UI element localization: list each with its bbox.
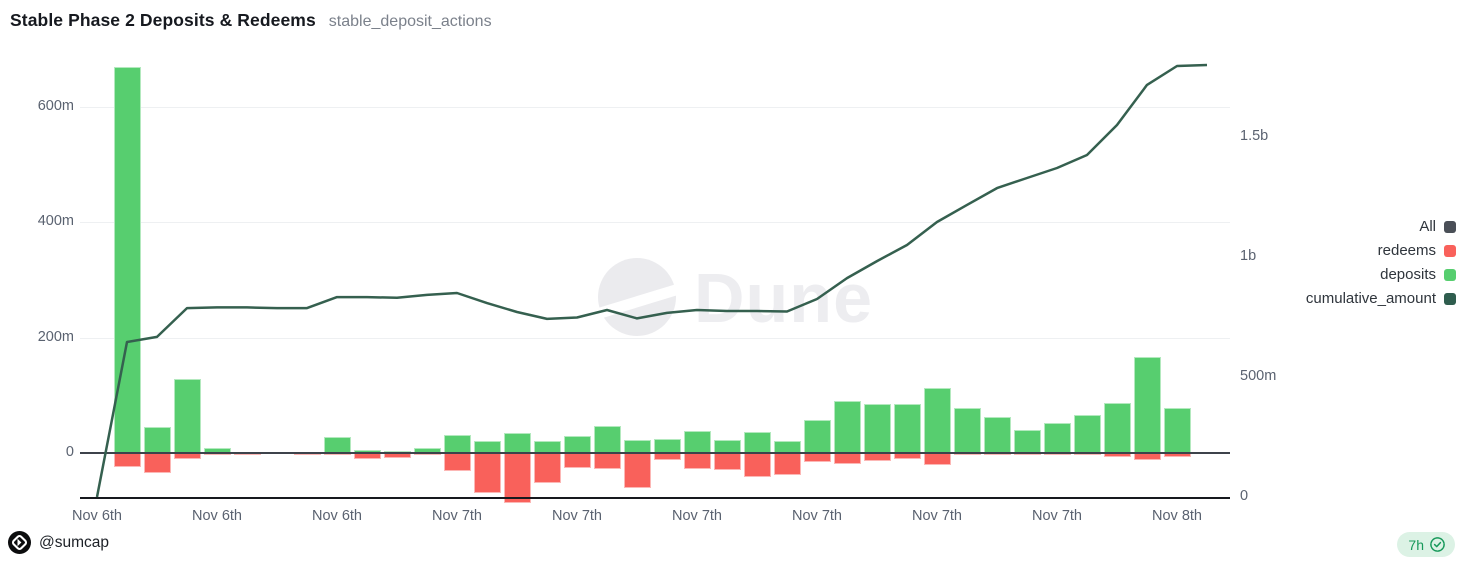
- verified-check-icon: [1430, 537, 1445, 552]
- deposit-bar[interactable]: [1103, 402, 1131, 453]
- deposit-bar[interactable]: [863, 403, 891, 453]
- cumulative-amount-line[interactable]: [95, 63, 1208, 498]
- x-axis-tick: Nov 7th: [552, 508, 602, 524]
- legend-item-cumulative-amount[interactable]: cumulative_amount: [1306, 290, 1456, 307]
- right-axis-tick-0: 0: [1240, 488, 1249, 504]
- bar-zero-line: [80, 452, 1230, 454]
- legend-label: cumulative_amount: [1305, 290, 1436, 307]
- deposit-bar[interactable]: [833, 401, 861, 453]
- x-axis-tick: Nov 6th: [192, 508, 242, 524]
- deposit-bar[interactable]: [983, 416, 1011, 453]
- legend-item-all[interactable]: All: [1419, 218, 1456, 235]
- deposit-bar[interactable]: [1043, 423, 1071, 453]
- right-axis-tick-500m: 500m: [1240, 368, 1277, 384]
- gridline-600m: [80, 107, 1230, 108]
- query-name-link[interactable]: stable_deposit_actions: [328, 13, 492, 30]
- redeem-bar[interactable]: [503, 453, 531, 503]
- x-axis-tick: Nov 7th: [432, 508, 482, 524]
- x-axis-tick: Nov 7th: [1032, 508, 1082, 524]
- legend-swatch-icon: [1444, 244, 1456, 257]
- left-axis-tick-400m: 400m: [37, 213, 74, 230]
- redeem-bar[interactable]: [623, 453, 651, 489]
- right-axis-tick-1b: 1b: [1240, 248, 1257, 264]
- legend-swatch-icon: [1444, 220, 1456, 233]
- author-handle[interactable]: @sumcap: [39, 533, 110, 551]
- chart-title: Stable Phase 2 Deposits & Redeems: [10, 10, 316, 30]
- x-axis-tick: Nov 8th: [1152, 508, 1202, 524]
- legend-item-redeems[interactable]: redeems: [1378, 242, 1456, 259]
- x-axis-tick: Nov 6th: [312, 508, 362, 524]
- legend-item-deposits[interactable]: deposits: [1380, 266, 1456, 283]
- chart-header: Stable Phase 2 Deposits & Redeems stable…: [10, 10, 492, 31]
- deposit-bar[interactable]: [143, 427, 171, 453]
- gridline-400m: [80, 222, 1230, 224]
- legend-label: All: [1419, 218, 1436, 235]
- left-axis-tick-600m: 600m: [37, 98, 74, 114]
- sumcap-logo-icon: [8, 531, 31, 554]
- left-axis-tick-0: 0: [65, 444, 74, 460]
- legend-label: deposits: [1380, 266, 1436, 283]
- freshness-age: 7h: [1408, 536, 1424, 553]
- deposit-bar[interactable]: [803, 420, 831, 453]
- legend-swatch-icon: [1444, 268, 1456, 281]
- legend-label: redeems: [1377, 242, 1436, 259]
- right-axis-tick-1.5b: 1.5b: [1240, 128, 1269, 144]
- x-axis-tick: Nov 7th: [912, 508, 962, 524]
- left-axis-tick-200m: 200m: [37, 328, 74, 345]
- deposit-bar[interactable]: [923, 387, 951, 453]
- x-axis-line: [80, 497, 1230, 499]
- legend: All redeems deposits cumulative_amount: [1306, 218, 1456, 307]
- x-axis-tick: Nov 7th: [792, 508, 842, 524]
- freshness-badge[interactable]: 7h: [1397, 532, 1455, 557]
- dune-watermark-text: Dune: [694, 259, 873, 337]
- x-axis-tick: Nov 6th: [72, 508, 122, 524]
- deposit-bar[interactable]: [1133, 356, 1161, 453]
- deposit-bar[interactable]: [893, 403, 921, 453]
- author-attribution[interactable]: @sumcap: [8, 531, 109, 554]
- x-axis-tick: Nov 7th: [672, 508, 722, 524]
- legend-swatch-icon: [1444, 292, 1456, 305]
- gridline-200m: [80, 337, 1230, 339]
